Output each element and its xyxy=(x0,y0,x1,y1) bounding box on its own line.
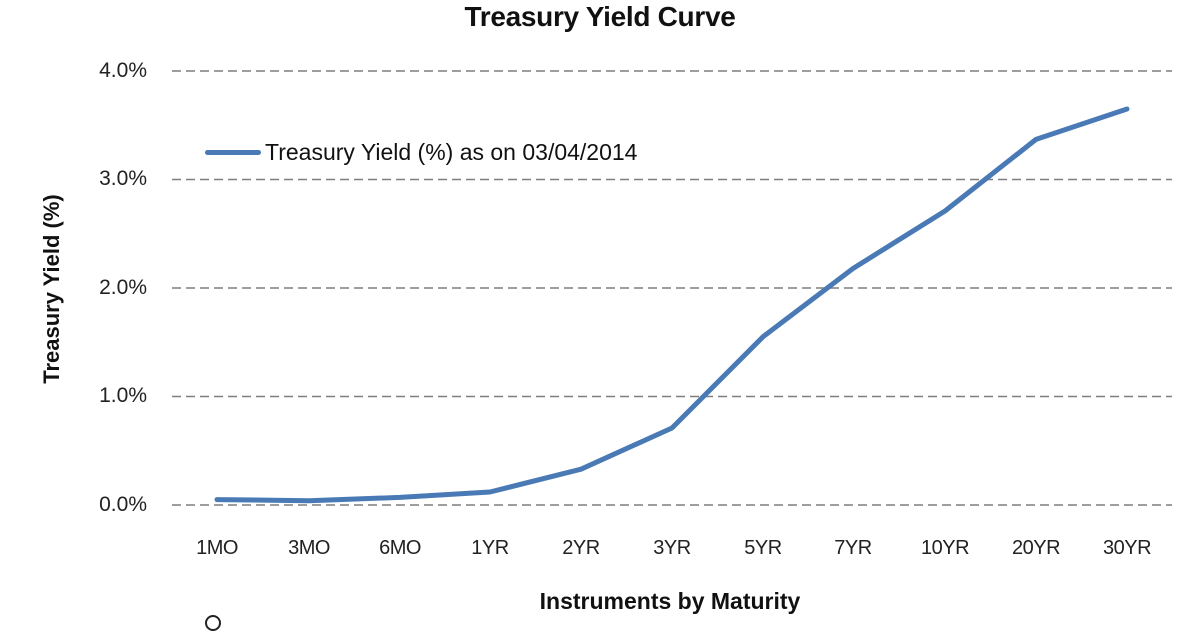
legend: Treasury Yield (%) as on 03/04/2014 xyxy=(205,139,637,166)
yield-curve-line xyxy=(214,106,1130,504)
legend-line-swatch-icon xyxy=(205,150,261,155)
x-tick: 20YR xyxy=(1011,537,1061,559)
y-tick: 4.0% xyxy=(99,59,147,82)
y-tick: 2.0% xyxy=(99,276,147,299)
gridlines xyxy=(172,70,1172,506)
x-tick: 30YR xyxy=(1102,537,1152,559)
x-tick: 5YR xyxy=(744,537,782,559)
x-tick: 1YR xyxy=(471,537,509,559)
x-tick: 6MO xyxy=(379,537,421,559)
y-tick: 3.0% xyxy=(99,167,147,190)
x-tick: 10YR xyxy=(920,537,970,559)
x-tick: 3MO xyxy=(288,537,330,559)
x-tick: 3YR xyxy=(653,537,691,559)
y-tick: 1.0% xyxy=(99,384,147,407)
watermark-logo-icon xyxy=(205,615,221,631)
x-axis-label: Instruments by Maturity xyxy=(539,588,801,614)
chart-title: Treasury Yield Curve xyxy=(464,1,736,32)
x-tick: 7YR xyxy=(834,537,872,559)
x-tick: 1MO xyxy=(196,537,238,559)
y-tick: 0.0% xyxy=(99,493,147,516)
x-tick: 2YR xyxy=(562,537,600,559)
legend-label: Treasury Yield (%) as on 03/04/2014 xyxy=(265,139,638,165)
